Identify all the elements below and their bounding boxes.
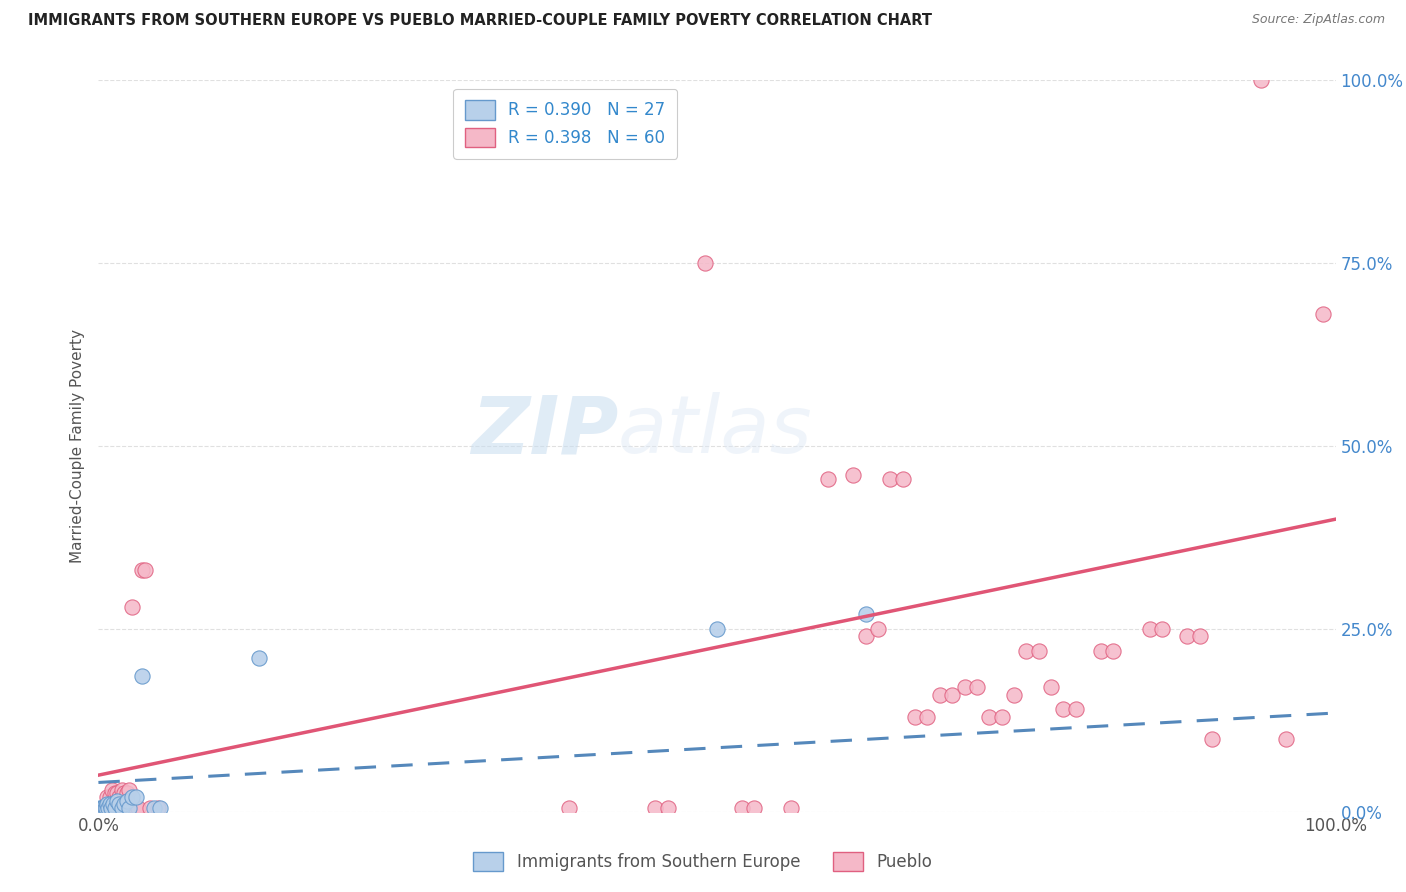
Point	[693, 256, 716, 270]
Point	[855, 629, 877, 643]
Point	[1139, 622, 1161, 636]
Point	[1064, 702, 1087, 716]
Point	[115, 794, 138, 808]
Point	[1052, 702, 1074, 716]
Point	[134, 563, 156, 577]
Point	[979, 709, 1001, 723]
Point	[131, 563, 153, 577]
Point	[143, 801, 166, 815]
Point	[953, 681, 976, 695]
Point	[842, 468, 865, 483]
Point	[904, 709, 927, 723]
Point	[146, 801, 169, 815]
Point	[1090, 644, 1112, 658]
Point	[1188, 629, 1211, 643]
Point	[891, 472, 914, 486]
Point	[101, 782, 124, 797]
Point	[1175, 629, 1198, 643]
Point	[111, 801, 134, 815]
Point	[966, 681, 988, 695]
Point	[93, 801, 115, 815]
Point	[817, 472, 839, 486]
Point	[105, 787, 128, 801]
Text: ZIP: ZIP	[471, 392, 619, 470]
Point	[91, 801, 114, 815]
Point	[108, 790, 131, 805]
Point	[90, 801, 112, 815]
Point	[139, 801, 162, 815]
Point	[124, 790, 146, 805]
Point	[118, 801, 141, 815]
Point	[121, 599, 143, 614]
Point	[990, 709, 1012, 723]
Point	[96, 797, 118, 812]
Point	[121, 790, 143, 805]
Point	[131, 669, 153, 683]
Point	[1015, 644, 1038, 658]
Point	[866, 622, 889, 636]
Point	[1201, 731, 1223, 746]
Point	[103, 801, 125, 815]
Point	[94, 801, 117, 815]
Legend: R = 0.390   N = 27, R = 0.398   N = 60: R = 0.390 N = 27, R = 0.398 N = 60	[453, 88, 676, 159]
Point	[557, 801, 579, 815]
Point	[89, 801, 111, 815]
Point	[124, 801, 146, 815]
Y-axis label: Married-Couple Family Poverty: Married-Couple Family Poverty	[70, 329, 86, 563]
Point	[1250, 73, 1272, 87]
Point	[917, 709, 939, 723]
Point	[1040, 681, 1063, 695]
Point	[127, 801, 149, 815]
Text: Source: ZipAtlas.com: Source: ZipAtlas.com	[1251, 13, 1385, 27]
Point	[108, 797, 131, 812]
Point	[1275, 731, 1298, 746]
Legend: Immigrants from Southern Europe, Pueblo: Immigrants from Southern Europe, Pueblo	[465, 843, 941, 880]
Point	[928, 688, 950, 702]
Point	[247, 651, 270, 665]
Point	[941, 688, 963, 702]
Point	[100, 801, 122, 815]
Point	[1102, 644, 1125, 658]
Point	[1312, 307, 1334, 321]
Point	[98, 790, 121, 805]
Point	[96, 790, 118, 805]
Point	[731, 801, 754, 815]
Text: IMMIGRANTS FROM SOUTHERN EUROPE VS PUEBLO MARRIED-COUPLE FAMILY POVERTY CORRELAT: IMMIGRANTS FROM SOUTHERN EUROPE VS PUEBL…	[28, 13, 932, 29]
Point	[91, 801, 114, 815]
Point	[115, 787, 138, 801]
Text: atlas: atlas	[619, 392, 813, 470]
Point	[118, 782, 141, 797]
Point	[1152, 622, 1174, 636]
Point	[111, 782, 134, 797]
Point	[644, 801, 666, 815]
Point	[855, 607, 877, 622]
Point	[742, 801, 765, 815]
Point	[103, 787, 125, 801]
Point	[706, 622, 728, 636]
Point	[657, 801, 679, 815]
Point	[1028, 644, 1050, 658]
Point	[112, 787, 135, 801]
Point	[879, 472, 901, 486]
Point	[98, 797, 121, 812]
Point	[93, 801, 115, 815]
Point	[149, 801, 172, 815]
Point	[112, 797, 135, 812]
Point	[93, 801, 115, 815]
Point	[105, 794, 128, 808]
Point	[1002, 688, 1025, 702]
Point	[780, 801, 803, 815]
Point	[97, 801, 120, 815]
Point	[103, 797, 125, 812]
